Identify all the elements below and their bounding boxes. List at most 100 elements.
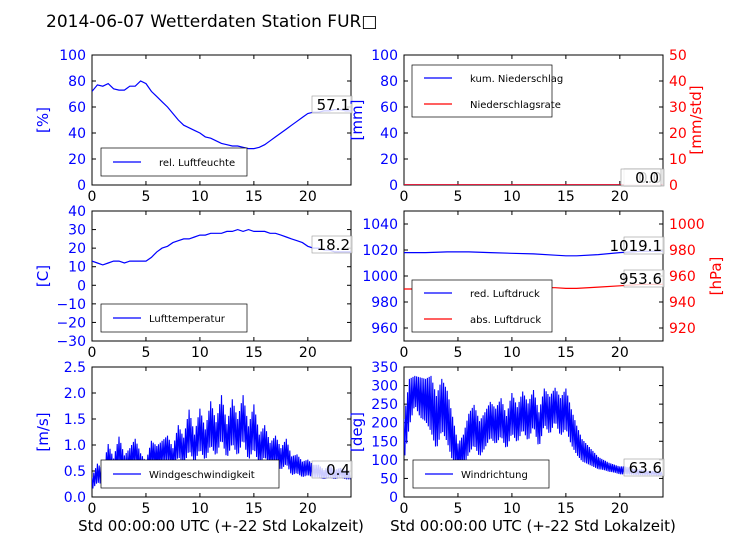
- y-axis-label: [%]: [34, 107, 52, 133]
- y-tick-label: 80: [68, 74, 86, 90]
- x-tick-label: 0: [400, 189, 409, 205]
- y-right-tick-label: 0: [669, 178, 678, 194]
- x-tick-label: 5: [453, 501, 462, 517]
- x-tick-label: 10: [191, 501, 209, 517]
- y-right-tick-label: 30: [669, 100, 687, 116]
- y-tick-label: 250: [371, 397, 398, 413]
- x-tick-label: 0: [88, 345, 97, 361]
- plot-frame: [91, 210, 352, 342]
- y-tick-label: 60: [380, 100, 398, 116]
- legend-entry: Lufttemperatur: [149, 314, 226, 325]
- y-right-tick-label: 980: [669, 243, 696, 259]
- x-tick-label: 5: [141, 501, 150, 517]
- x-tick-label: 15: [557, 345, 575, 361]
- subplot-6: 0 5 10 15 20050100150200250300350[deg]63.6Wi…: [348, 360, 665, 517]
- y-tick-label: 300: [371, 379, 398, 395]
- series-line-1: [92, 395, 351, 489]
- x-tick-label: 20: [299, 501, 317, 517]
- y-tick-label: 350: [371, 360, 398, 376]
- value-label-box: [311, 235, 353, 254]
- value-label-right-box: [620, 168, 662, 187]
- legend-entry: Windrichtung: [461, 470, 528, 481]
- value-label: 57.1: [317, 96, 350, 114]
- y-right-tick-label: 40: [669, 74, 687, 90]
- y-tick-label: 1040: [362, 217, 398, 233]
- y-tick-label: 1.5: [64, 412, 86, 428]
- x-tick-label: 15: [245, 189, 263, 205]
- x-tick-label: 15: [245, 345, 263, 361]
- value-label-box: [623, 458, 665, 477]
- y-tick-label: 20: [68, 152, 86, 168]
- series-group: [92, 80, 351, 150]
- y-tick-label: 40: [380, 126, 398, 142]
- y-tick-label: 40: [68, 204, 86, 220]
- x-tick-label: 10: [503, 189, 521, 205]
- legend-entry: kum. Niederschlag: [470, 74, 563, 85]
- x-tick-label: 0: [88, 501, 97, 517]
- y-right-tick-label: 960: [669, 269, 696, 285]
- y-tick-label: 1020: [362, 243, 398, 259]
- y-right-tick-label: 20: [669, 126, 687, 142]
- x-tick-label: 0: [88, 189, 97, 205]
- series-group: [92, 228, 351, 266]
- x-tick-label: 15: [245, 501, 263, 517]
- y-axis-label: [m/s]: [34, 412, 52, 451]
- y-tick-label: 1.0: [64, 438, 86, 454]
- y-axis-label: [deg]: [348, 412, 366, 452]
- subplot-1: 0 5 10 15 20 0 20 40 60 80 100 [%] 57.1 rel. Luftfeuc…: [34, 48, 353, 205]
- y-right-tick-label: 50: [669, 48, 687, 64]
- x-tick-label: 5: [453, 189, 462, 205]
- x-tick-label: 20: [611, 345, 629, 361]
- subplot-5: 0 5 10 15 20 0.0 0.5 1.0 1.5 2.0 2.5 [m/s] 0.4 Windge…: [34, 360, 353, 517]
- y-right-tick-label: 10: [669, 152, 687, 168]
- legend-box: [411, 64, 553, 118]
- x-tick-label: 5: [453, 345, 462, 361]
- x-tick-label: 10: [191, 189, 209, 205]
- x-tick-label: 5: [141, 189, 150, 205]
- y-tick-label: 10: [68, 260, 86, 276]
- x-tick-label: 0: [400, 501, 409, 517]
- value-label-box: [623, 236, 665, 255]
- value-label-box: [311, 460, 353, 479]
- value-label-box: [311, 95, 353, 114]
- y-tick-label: −10: [56, 297, 86, 313]
- x-tick-label: 20: [611, 501, 629, 517]
- y-tick-label: 2.0: [64, 386, 86, 402]
- y-tick-label: −30: [56, 334, 86, 350]
- series-group: [404, 375, 663, 476]
- subplot-4: 0 5 10 15 20 960 980 1000 1020 1040 920 940 960 980 10…: [362, 210, 725, 361]
- value-label: 18.2: [317, 236, 350, 254]
- subplot-2: 0 5 10 15 20 0 20 40 60 80 100 0 10 20 30 40 50 [mm] [mm/s…: [348, 48, 705, 205]
- y-tick-label: 20: [68, 241, 86, 257]
- x-tick-label: 15: [557, 189, 575, 205]
- y-tick-label: 50: [380, 471, 398, 487]
- legend-entry: abs. Luftdruck: [470, 315, 541, 326]
- x-tick-label: 10: [503, 501, 521, 517]
- y-right-axis-label: [mm/std]: [687, 85, 705, 154]
- y-tick-label: 150: [371, 434, 398, 450]
- y-tick-label: 200: [371, 416, 398, 432]
- x-tick-label: 15: [557, 501, 575, 517]
- value-label: 63.6: [629, 459, 662, 477]
- y-right-tick-label: 1000: [669, 217, 705, 233]
- y-tick-label: 40: [68, 126, 86, 142]
- y-tick-label: 0: [77, 178, 86, 194]
- series-group: [92, 395, 351, 489]
- value-label-right: 0.0: [635, 169, 659, 187]
- figure-title: 2014-06-07 Wetterdaten Station FUR□: [46, 12, 377, 32]
- x-tick-label: 10: [191, 345, 209, 361]
- y-tick-label: 80: [380, 74, 398, 90]
- x-tick-label: 20: [299, 345, 317, 361]
- y-axis-label: [hPa]: [707, 257, 725, 296]
- x-tick-label: 0: [400, 345, 409, 361]
- y-tick-label: 30: [68, 223, 86, 239]
- series-line-1: [404, 250, 663, 257]
- y-tick-label: −20: [56, 315, 86, 331]
- y-tick-label: 0.0: [64, 490, 86, 506]
- legend-box: [411, 279, 553, 333]
- y-axis-label: [mm]: [348, 100, 366, 141]
- value-label: 0.4: [326, 461, 350, 479]
- value-label-right-box: [623, 269, 665, 288]
